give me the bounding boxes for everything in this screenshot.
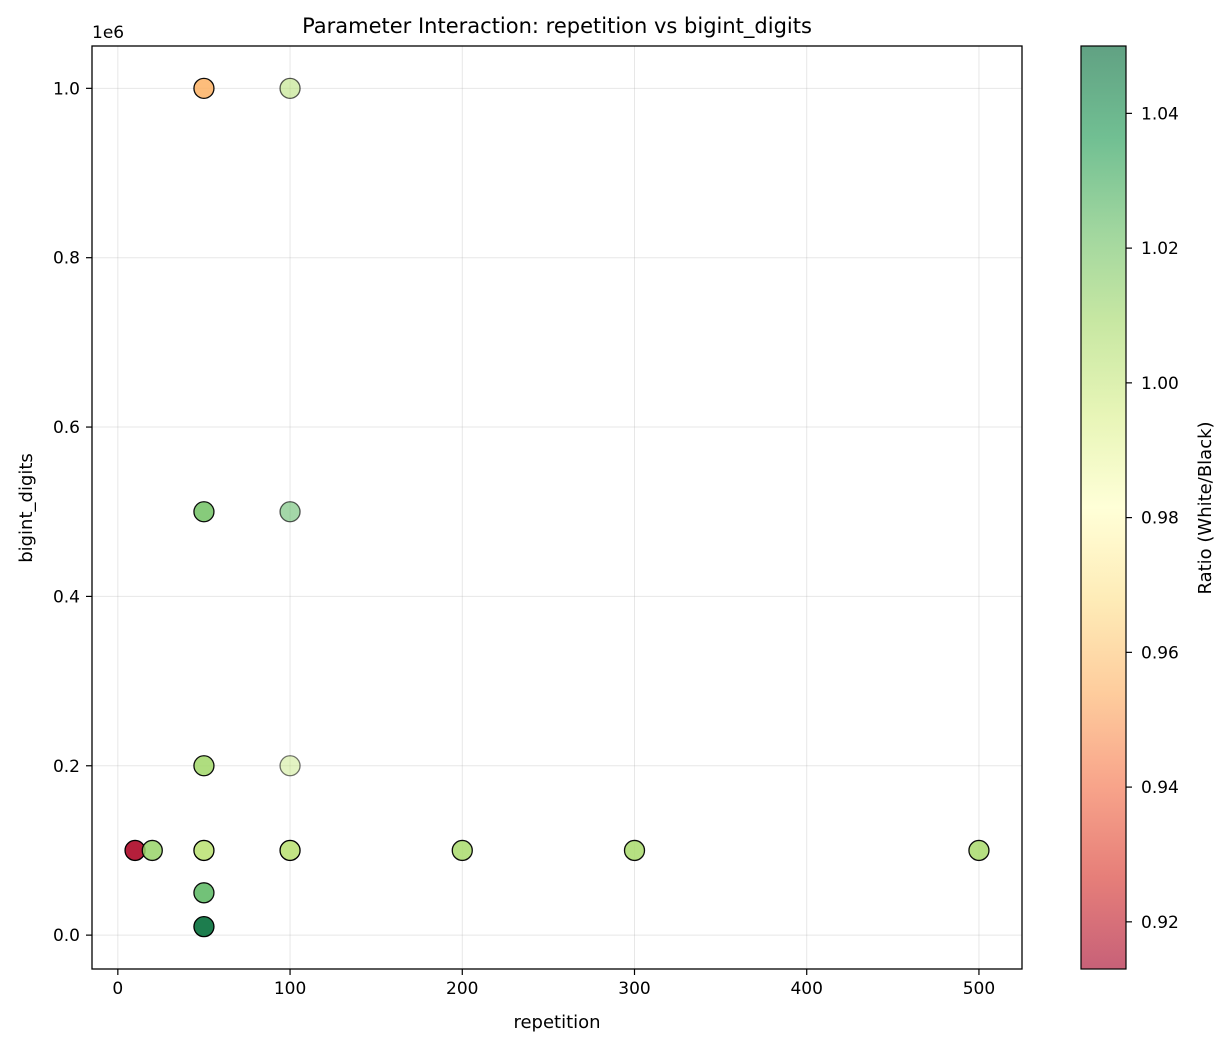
colorbar-tick-label: 1.00 [1141, 374, 1179, 394]
colorbar-frame [1080, 45, 1127, 970]
scatter-point [279, 755, 301, 777]
y-tick-label: 0.8 [53, 249, 80, 269]
colorbar-tick-label: 0.96 [1141, 643, 1179, 663]
grid-lines [92, 46, 1022, 969]
scatter-point [193, 501, 215, 523]
y-tick-label: 0.2 [53, 757, 80, 777]
x-tick-label: 0 [112, 979, 123, 999]
scatter-point [279, 501, 301, 523]
x-tick-label: 500 [963, 979, 995, 999]
scatter-point [193, 882, 215, 904]
colorbar-ticks: 0.92 0.94 0.96 0.98 1.00 1.02 1.04 [1126, 104, 1179, 933]
data-points [124, 77, 990, 938]
scatter-point [451, 839, 473, 862]
scatter-point [968, 839, 990, 862]
plot-area-frame [91, 45, 1023, 970]
x-tick-label: 100 [274, 979, 306, 999]
y-tick-label: 1.0 [53, 79, 80, 99]
axes: 0 100 200 300 400 500 0.0 0.2 0.4 0.6 0.8 1.0 [53, 79, 995, 999]
colorbar-tick-label: 0.92 [1141, 913, 1179, 933]
y-tick-label: 0.6 [53, 418, 80, 438]
scatter-point [279, 839, 301, 862]
colorbar-label: Ratio (White/Black) [1195, 421, 1216, 594]
scatter-point [193, 77, 215, 99]
y-tick-label: 0.4 [53, 587, 80, 607]
colorbar-tick-label: 0.94 [1141, 778, 1179, 798]
y-axis-label: bigint_digits [16, 453, 37, 563]
chart-title: Parameter Interaction: repetition vs big… [302, 14, 812, 39]
scatter-point [141, 839, 163, 862]
x-tick-label: 300 [618, 979, 650, 999]
scatter-point [279, 77, 301, 99]
colorbar-tick-label: 1.02 [1141, 239, 1179, 259]
y-tick-label: 0.0 [53, 926, 80, 946]
colorbar-tick-label: 1.04 [1141, 104, 1179, 124]
x-axis-label: repetition [513, 1012, 600, 1033]
colorbar [1081, 46, 1126, 969]
scatter-point [193, 916, 215, 938]
scatter-point [623, 839, 646, 862]
x-tick-label: 400 [790, 979, 822, 999]
scatter-point [193, 839, 215, 862]
scatter-point [193, 755, 215, 777]
x-tick-label: 200 [446, 979, 478, 999]
y-axis-offset-text: 1e6 [92, 23, 124, 43]
colorbar-tick-label: 0.98 [1141, 509, 1179, 529]
